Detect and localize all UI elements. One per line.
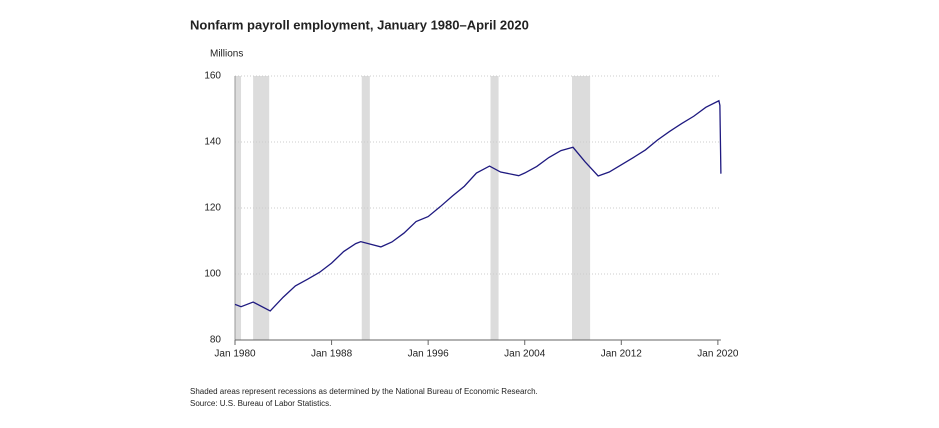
x-tick-label: Jan 2004	[504, 349, 546, 360]
chart-title: Nonfarm payroll employment, January 1980…	[190, 17, 529, 32]
recession-band	[572, 76, 591, 340]
recession-band	[490, 76, 499, 340]
x-tick-label: Jan 2012	[601, 349, 643, 360]
data-line	[234, 99, 722, 312]
y-tick-label: 120	[204, 203, 221, 214]
x-tick-label: Jan 1996	[408, 349, 450, 360]
y-tick-label: 140	[204, 137, 221, 148]
y-tick-label: 80	[210, 335, 222, 346]
y-tick-label: 160	[204, 71, 221, 82]
x-tick-label: Jan 2020	[697, 349, 739, 360]
recession-band	[253, 76, 270, 340]
x-tick-label: Jan 1980	[214, 349, 256, 360]
recession-band	[361, 76, 370, 340]
source: Source: U.S. Bureau of Labor Statistics.	[190, 399, 331, 408]
note: Shaded areas represent recessions as det…	[190, 387, 538, 396]
y-tick-label: 100	[204, 269, 221, 280]
x-tick-label: Jan 1988	[311, 349, 353, 360]
y-axis-label: Millions	[210, 49, 243, 60]
